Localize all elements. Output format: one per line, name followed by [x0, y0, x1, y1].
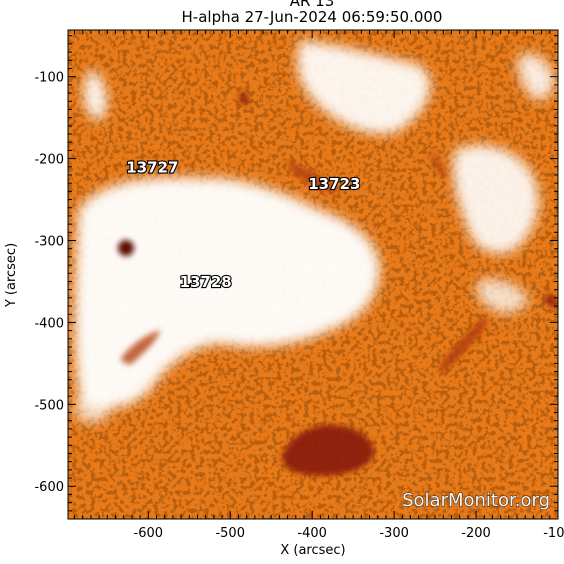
plot-frame — [67, 29, 559, 520]
x-tick-label: -600 — [134, 526, 164, 541]
active-region-labels: 13727 13723 13728 — [125, 157, 361, 292]
x-axis: -600 -500 -400 -300 -200 -100 — [74, 30, 564, 541]
region-label-13727: 13727 — [126, 159, 178, 177]
y-tick-label: -400 — [34, 316, 64, 331]
y-tick-label: -100 — [34, 71, 64, 86]
plage-regions — [74, 40, 555, 423]
region-label-13723: 13723 — [308, 175, 360, 193]
header-partial-text: AR 13 — [290, 0, 335, 10]
y-tick-label: -500 — [34, 398, 64, 413]
filaments — [118, 92, 558, 476]
map-image: 13727 13723 13728 SolarMonitor.org — [68, 30, 558, 519]
x-tick-label: -400 — [297, 526, 327, 541]
y-axis: -100 -200 -300 -400 -500 -600 — [34, 35, 558, 520]
x-tick-label: -100 — [543, 526, 564, 541]
y-axis-label: Y (arcsec) — [4, 243, 19, 308]
y-tick-label: -300 — [34, 235, 64, 250]
x-tick-label: -500 — [215, 526, 245, 541]
y-tick-label: -200 — [34, 153, 64, 168]
x-axis-label: X (arcsec) — [280, 543, 345, 558]
watermark-text: SolarMonitor.org — [402, 490, 550, 511]
region-label-13728: 13728 — [180, 273, 232, 291]
x-tick-label: -200 — [461, 526, 491, 541]
x-tick-label: -300 — [379, 526, 409, 541]
plot-title: H-alpha 27-Jun-2024 06:59:50.000 — [182, 8, 443, 26]
y-tick-label: -600 — [34, 480, 64, 495]
